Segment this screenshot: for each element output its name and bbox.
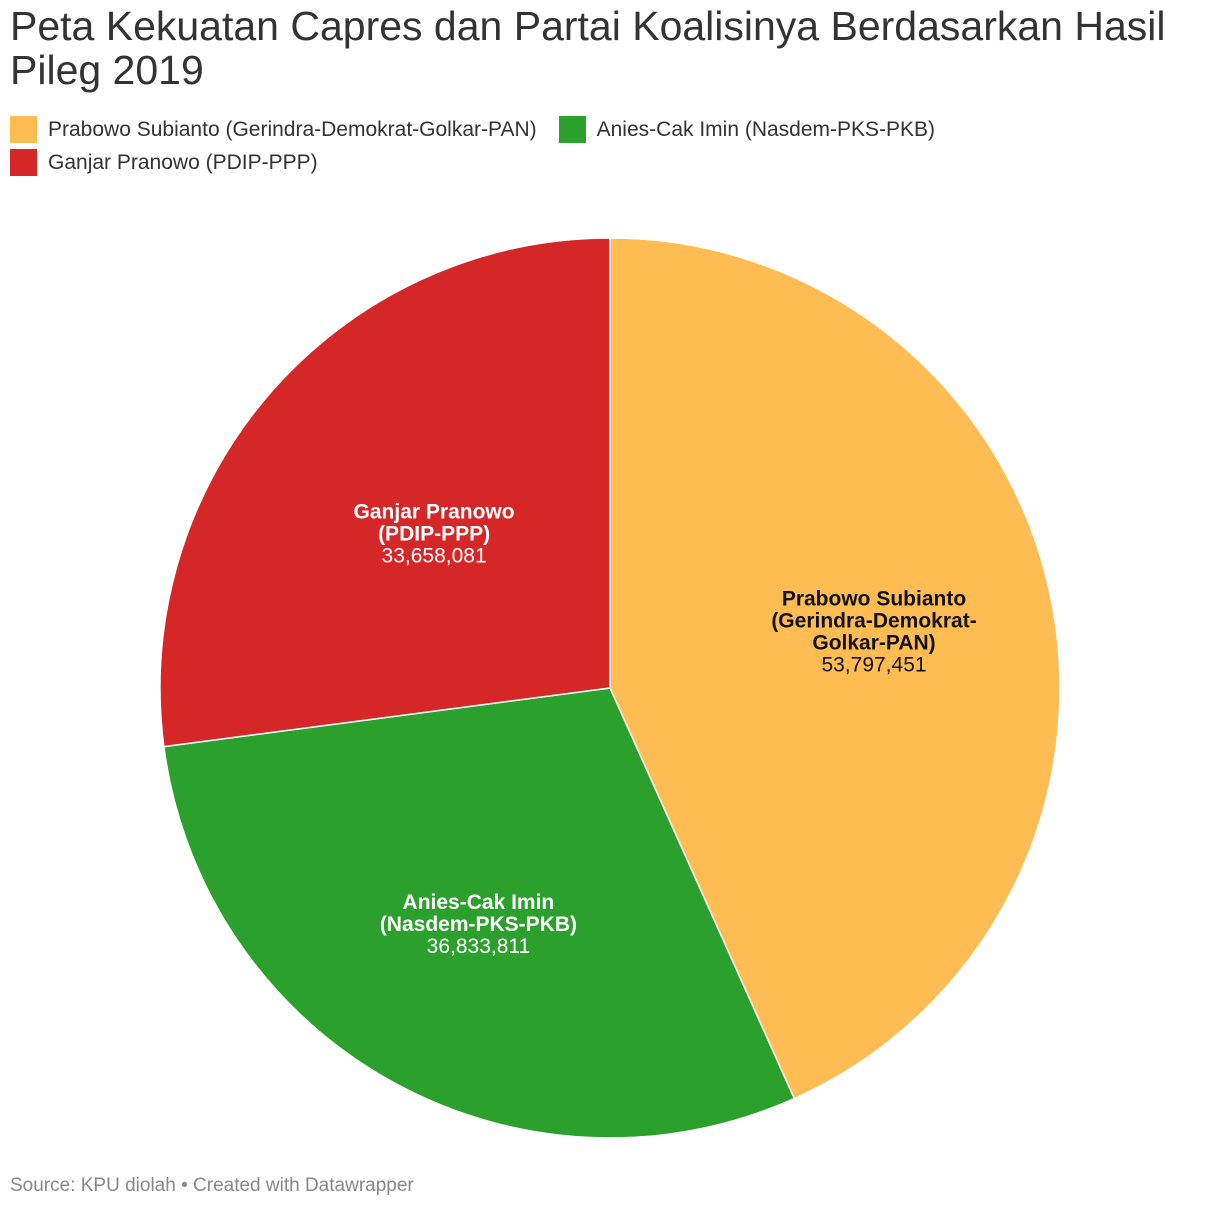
slice-label-line: (Nasdem-PKS-PKB) xyxy=(380,913,577,936)
legend: Prabowo Subianto (Gerindra-Demokrat-Golk… xyxy=(10,116,1200,176)
legend-item: Anies-Cak Imin (Nasdem-PKS-PKB) xyxy=(558,116,936,143)
slice-label: Ganjar Pranowo (PDIP-PPP) 33,658,081 xyxy=(354,501,515,568)
legend-swatch xyxy=(558,116,586,143)
pie-slice xyxy=(159,237,611,748)
legend-label: Ganjar Pranowo (PDIP-PPP) xyxy=(48,150,318,174)
slice-label-line: (PDIP-PPP) xyxy=(378,523,490,546)
slice-label-line: Prabowo Subianto xyxy=(782,587,966,610)
legend-swatch xyxy=(10,116,37,143)
slice-value-label: 36,833,811 xyxy=(427,935,531,958)
pie-slice xyxy=(162,687,796,1139)
legend-item: Prabowo Subianto (Gerindra-Demokrat-Golk… xyxy=(10,116,537,143)
legend-label: Prabowo Subianto (Gerindra-Demokrat-Golk… xyxy=(48,117,537,141)
slice-label-line: Ganjar Pranowo xyxy=(354,501,515,524)
pie-slice xyxy=(609,237,1061,1100)
slice-label: Prabowo Subianto (Gerindra-Demokrat-Golka… xyxy=(771,587,976,676)
slice-label-line: Anies-Cak Imin xyxy=(403,891,555,914)
slice-label-line: Golkar-PAN) xyxy=(812,631,935,654)
slice-label: Anies-Cak Imin (Nasdem-PKS-PKB) 36,833,811 xyxy=(380,891,577,958)
chart-title: Peta Kekuatan Capres dan Partai Koalisin… xyxy=(10,3,1166,93)
slice-label-line: (Gerindra-Demokrat- xyxy=(771,609,976,632)
legend-label: Anies-Cak Imin (Nasdem-PKS-PKB) xyxy=(596,117,936,141)
source-note: Source: KPU diolah • Created with Datawr… xyxy=(10,1175,414,1196)
slice-value-label: 53,797,451 xyxy=(821,653,926,676)
slice-value-label: 33,658,081 xyxy=(382,545,487,568)
legend-item: Ganjar Pranowo (PDIP-PPP) xyxy=(10,149,318,176)
legend-swatch xyxy=(10,149,37,176)
